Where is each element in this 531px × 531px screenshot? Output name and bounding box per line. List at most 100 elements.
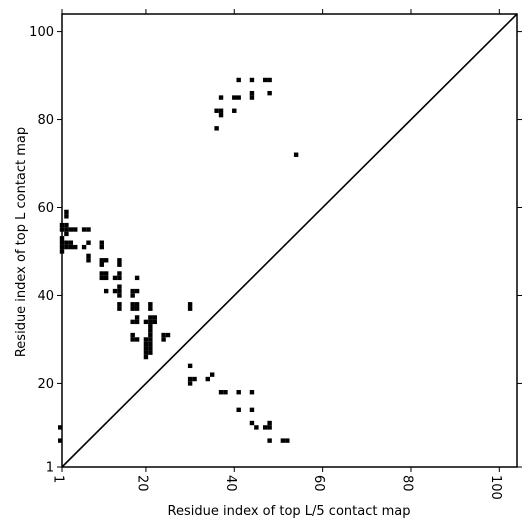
contact-point [263, 425, 268, 430]
contact-point [267, 90, 272, 96]
contact-point [148, 350, 153, 355]
contact-point [218, 390, 224, 395]
y-axis-label: Residue index of top L contact map [14, 127, 29, 357]
contact-point [187, 381, 193, 386]
contact-point [112, 275, 118, 281]
contact-point [249, 77, 255, 83]
x-axis-label: Residue index of top L/5 contact map [168, 504, 411, 519]
contact-point [249, 407, 255, 413]
contact-point [112, 288, 118, 294]
contact-point [249, 390, 255, 395]
y-tick-label: 40 [37, 289, 54, 304]
contact-point [117, 302, 122, 307]
contact-point [134, 302, 140, 307]
contact-point [134, 275, 140, 281]
contact-point [81, 227, 87, 232]
contact-point [64, 231, 69, 237]
contact-point [205, 376, 210, 382]
contact-point [99, 244, 104, 250]
contact-point [64, 209, 69, 215]
contact-point [68, 240, 74, 245]
contact-point [152, 315, 157, 320]
contact-point [134, 315, 140, 320]
contact-point [293, 152, 299, 157]
contact-point [249, 90, 255, 96]
contact-point [99, 271, 104, 276]
contact-point [280, 438, 286, 443]
contact-point [130, 337, 135, 342]
contact-point [223, 390, 228, 395]
y-tick-label: 80 [37, 113, 54, 128]
contact-point [267, 438, 272, 443]
contact-point [99, 258, 104, 263]
contact-point [59, 249, 65, 254]
contact-point [86, 258, 91, 263]
contact-point [148, 332, 153, 338]
contact-point [134, 288, 140, 294]
contact-point [232, 108, 237, 113]
contact-point [143, 350, 149, 355]
contact-point [103, 275, 109, 281]
contact-point [148, 346, 153, 351]
contact-point [64, 244, 69, 250]
contact-point [130, 293, 135, 298]
contact-point [64, 214, 69, 219]
contact-point [58, 425, 63, 430]
contact-point [218, 108, 224, 113]
contact-point [249, 95, 255, 100]
contact-point [130, 319, 135, 325]
contact-point [59, 227, 65, 232]
contact-point [130, 302, 135, 307]
contact-point [148, 324, 153, 329]
contact-point [249, 420, 255, 426]
contact-point [143, 319, 149, 325]
contact-point [267, 77, 272, 83]
diagonal-line [61, 13, 518, 468]
contact-point [68, 244, 74, 250]
contact-point [59, 222, 65, 228]
contact-point [59, 236, 65, 241]
contact-point [148, 315, 153, 320]
contact-point [187, 302, 193, 307]
contact-point [187, 306, 193, 311]
contact-point [117, 258, 122, 263]
contact-point [267, 425, 272, 430]
contact-point [117, 271, 122, 276]
contact-point [165, 332, 171, 338]
contact-point [143, 354, 149, 360]
contact-point [236, 390, 241, 395]
contact-point [192, 376, 197, 382]
contact-point [117, 284, 122, 289]
contact-point [187, 363, 193, 369]
contact-point [148, 341, 153, 347]
contact-point [143, 337, 149, 342]
contact-point [59, 240, 65, 245]
contact-point [68, 227, 74, 232]
contact-point [130, 332, 135, 338]
contact-point [86, 227, 91, 232]
contact-point [143, 341, 149, 347]
contact-point [152, 319, 157, 325]
contact-point [236, 77, 241, 83]
contact-point [134, 319, 140, 325]
y-tick-label: 1 [46, 461, 54, 476]
contact-point [64, 222, 69, 228]
contact-point [134, 306, 140, 311]
points-layer [58, 77, 299, 443]
contact-point [58, 438, 63, 443]
y-tick-label: 20 [37, 377, 54, 392]
contact-point [117, 275, 122, 281]
contact-point [143, 346, 149, 351]
contact-point [81, 244, 87, 250]
contact-point [148, 302, 153, 307]
x-tick-label: 20 [134, 475, 149, 492]
contact-point [103, 288, 109, 294]
contact-point [209, 372, 215, 377]
contact-point [134, 337, 140, 342]
contact-point [130, 288, 135, 294]
contact-point [117, 288, 122, 294]
contact-point [99, 262, 104, 267]
contact-point [64, 227, 69, 232]
contact-point [236, 407, 241, 413]
